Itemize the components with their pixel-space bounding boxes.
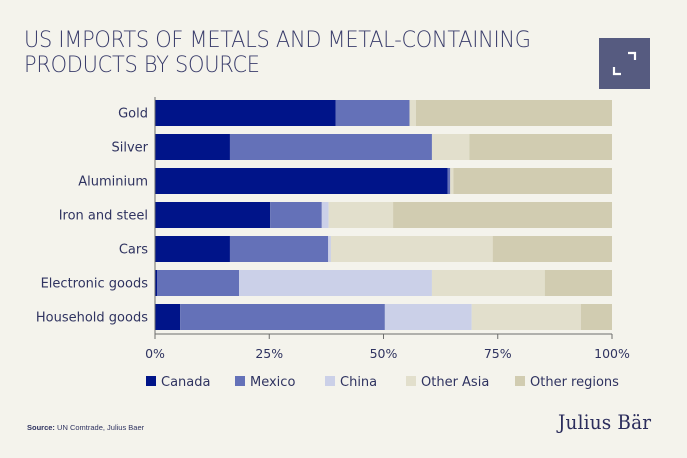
chart-title-line-1: US IMPORTS OF METALS AND METAL-CONTAININ… bbox=[24, 27, 531, 53]
legend-label-other-regions: Other regions bbox=[530, 375, 619, 390]
bar-segment-aluminium-other-regions bbox=[453, 168, 612, 194]
bar-segment-gold-other-regions bbox=[415, 100, 612, 126]
legend-swatch-other-asia bbox=[406, 376, 416, 386]
legend-swatch-other-regions bbox=[515, 376, 525, 386]
x-tick-label-25: 25% bbox=[255, 346, 283, 361]
bar-segment-cars-other-regions bbox=[492, 236, 612, 262]
bar-segment-household-goods-canada bbox=[155, 304, 181, 330]
bar-segment-aluminium-canada bbox=[155, 168, 448, 194]
category-label-aluminium: Aluminium bbox=[78, 175, 148, 190]
bar-row-electronic-goods bbox=[155, 270, 612, 296]
bar-segment-gold-other-asia bbox=[409, 100, 416, 126]
x-tick-label-75: 75% bbox=[484, 346, 512, 361]
bar-row-aluminium bbox=[155, 168, 612, 194]
legend-item-mexico: Mexico bbox=[235, 375, 295, 390]
bar-segment-household-goods-mexico bbox=[180, 304, 385, 330]
x-tick-label-0: 0% bbox=[145, 346, 165, 361]
legend-item-china: China bbox=[325, 375, 377, 390]
legend-swatch-china bbox=[325, 376, 335, 386]
legend-item-other-asia: Other Asia bbox=[406, 375, 489, 390]
bar-segment-electronic-goods-china bbox=[239, 270, 432, 296]
bar-segment-household-goods-other-asia bbox=[471, 304, 581, 330]
legend: Canada Mexico China Other Asia Other regions bbox=[146, 375, 619, 390]
bar-row-silver bbox=[155, 134, 612, 160]
expand-button[interactable] bbox=[599, 38, 650, 89]
legend-label-other-asia: Other Asia bbox=[421, 375, 489, 390]
legend-label-mexico: Mexico bbox=[250, 375, 295, 390]
bars-group bbox=[155, 100, 612, 330]
category-label-gold: Gold bbox=[118, 107, 148, 122]
bar-segment-silver-other-asia bbox=[431, 134, 470, 160]
source-note: Source: UN Comtrade, Julius Baer bbox=[27, 423, 144, 432]
legend-label-china: China bbox=[340, 375, 377, 390]
legend-label-canada: Canada bbox=[161, 375, 210, 390]
expand-icon bbox=[612, 51, 637, 76]
bar-segment-iron-and-steel-china bbox=[321, 202, 329, 228]
bar-segment-iron-and-steel-mexico bbox=[270, 202, 322, 228]
stacked-bar-chart: Gold Silver Aluminium Iron and steel Cars Ele… bbox=[36, 97, 630, 390]
category-label-electronic-goods: Electronic goods bbox=[41, 277, 149, 292]
bar-segment-iron-and-steel-canada bbox=[155, 202, 271, 228]
bar-segment-electronic-goods-other-regions bbox=[544, 270, 612, 296]
julius-baer-logo: Julius Bär bbox=[558, 410, 652, 434]
category-label-iron-and-steel: Iron and steel bbox=[59, 209, 148, 224]
bar-segment-silver-mexico bbox=[229, 134, 432, 160]
chart-title-line-2: PRODUCTS BY SOURCE bbox=[24, 52, 260, 78]
category-label-household-goods: Household goods bbox=[36, 311, 148, 326]
x-tick-label-100: 100% bbox=[594, 346, 630, 361]
bar-segment-cars-canada bbox=[155, 236, 230, 262]
legend-item-canada: Canada bbox=[146, 375, 210, 390]
legend-item-other-regions: Other regions bbox=[515, 375, 619, 390]
source-text: UN Comtrade, Julius Baer bbox=[54, 423, 145, 432]
bar-segment-silver-canada bbox=[155, 134, 230, 160]
bar-segment-aluminium-mexico bbox=[447, 168, 451, 194]
category-label-silver: Silver bbox=[111, 141, 148, 156]
legend-swatch-mexico bbox=[235, 376, 245, 386]
bar-segment-cars-mexico bbox=[229, 236, 329, 262]
bar-row-household-goods bbox=[155, 304, 612, 330]
bar-segment-silver-other-regions bbox=[469, 134, 612, 160]
bar-segment-household-goods-other-regions bbox=[580, 304, 612, 330]
bar-row-cars bbox=[155, 236, 612, 262]
x-axis: 0% 25% 50% 75% 100% bbox=[145, 333, 630, 361]
category-label-cars: Cars bbox=[119, 243, 148, 258]
x-tick-label-50: 50% bbox=[370, 346, 398, 361]
bar-segment-iron-and-steel-other-asia bbox=[328, 202, 394, 228]
bar-segment-electronic-goods-canada bbox=[155, 270, 158, 296]
source-label: Source: bbox=[27, 423, 55, 432]
bar-row-iron-and-steel bbox=[155, 202, 612, 228]
bar-segment-electronic-goods-other-asia bbox=[431, 270, 545, 296]
bar-segment-cars-other-asia bbox=[330, 236, 493, 262]
bar-segment-household-goods-china bbox=[384, 304, 472, 330]
bar-segment-iron-and-steel-other-regions bbox=[393, 202, 612, 228]
bar-row-gold bbox=[155, 100, 612, 126]
bar-segment-electronic-goods-mexico bbox=[157, 270, 240, 296]
bar-segment-gold-mexico bbox=[335, 100, 410, 126]
legend-swatch-canada bbox=[146, 376, 156, 386]
bar-segment-aluminium-other-asia bbox=[450, 168, 454, 194]
category-labels: Gold Silver Aluminium Iron and steel Cars Ele… bbox=[36, 107, 149, 326]
bar-segment-gold-canada bbox=[155, 100, 336, 126]
chart-title: US IMPORTS OF METALS AND METAL-CONTAININ… bbox=[24, 28, 545, 78]
bar-segment-cars-china bbox=[328, 236, 331, 262]
